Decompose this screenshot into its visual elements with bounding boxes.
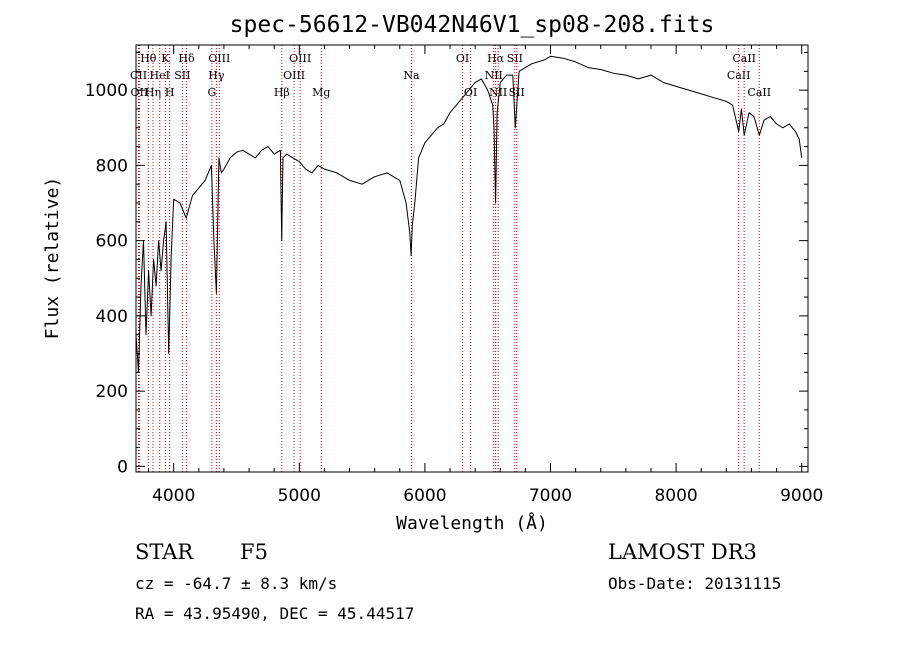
line-label-19: Hα [487, 52, 505, 65]
x-axis: 4000 5000 6000 7000 8000 9000 [148, 45, 823, 506]
line-label-8: Hδ [178, 52, 195, 65]
line-label-18: OI [464, 86, 477, 99]
y-tick-label-3: 600 [96, 232, 128, 252]
object-class: STAR [135, 540, 194, 564]
line-label-0: Hθ [140, 52, 157, 65]
x-tick-label-2: 6000 [403, 486, 446, 506]
y-tick-label-1: 200 [96, 382, 128, 402]
spectrum-series [135, 55, 803, 373]
redshift-velocity: cz = -64.7 ± 8.3 km/s [135, 574, 338, 593]
x-tick-label-4: 8000 [654, 486, 697, 506]
chart-title: spec-56612-VB042N46V1_sp08-208.fits [230, 12, 715, 38]
line-label-22: SII [507, 52, 523, 65]
line-label-10: Hγ [208, 69, 225, 82]
line-label-7: SII [174, 69, 190, 82]
x-axis-label: Wavelength (Å) [396, 512, 548, 534]
line-label-17: OI [456, 52, 469, 65]
line-label-23: SII [509, 86, 525, 99]
line-label-9: OIII [208, 52, 230, 65]
y-tick-label-4: 800 [96, 156, 128, 176]
line-label-25: CaII [727, 69, 751, 82]
y-axis-label: Flux (relative) [42, 177, 63, 340]
line-label-1: CII [130, 69, 147, 82]
line-label-24: CaII [732, 52, 756, 65]
line-label-15: Mg [312, 86, 330, 99]
x-tick-label-3: 7000 [529, 486, 572, 506]
y-tick-label-0: 0 [117, 457, 128, 477]
line-label-13: OIII [289, 52, 311, 65]
x-tick-label-5: 9000 [780, 486, 823, 506]
line-label-3: Hη [145, 86, 161, 99]
line-label-16: Na [403, 69, 420, 82]
y-tick-label-5: 1000 [85, 81, 128, 101]
line-label-4: HeI [150, 69, 170, 82]
observation-date: Obs-Date: 20131115 [608, 574, 782, 593]
object-subclass: F5 [240, 540, 268, 564]
x-tick-label-0: 4000 [152, 486, 195, 506]
line-label-2: OII [131, 86, 149, 99]
line-label-6: H [165, 86, 175, 99]
line-label-12: Hβ [274, 86, 290, 99]
line-label-26: CaII [747, 86, 771, 99]
y-axis: 0 200 400 600 800 1000 [85, 52, 808, 477]
line-label-5: K [161, 52, 170, 65]
line-label-14: OIII [283, 69, 305, 82]
x-tick-label-1: 5000 [278, 486, 321, 506]
survey-name: LAMOST DR3 [608, 540, 757, 564]
line-label-11: G [207, 86, 216, 99]
line-label-20: NII [485, 69, 503, 82]
sky-coordinates: RA = 43.95490, DEC = 45.44517 [135, 604, 415, 623]
line-label-21: NII [489, 86, 507, 99]
spectrum-line-0 [135, 55, 803, 373]
plot-frame [135, 44, 809, 473]
y-tick-label-2: 400 [96, 307, 128, 327]
